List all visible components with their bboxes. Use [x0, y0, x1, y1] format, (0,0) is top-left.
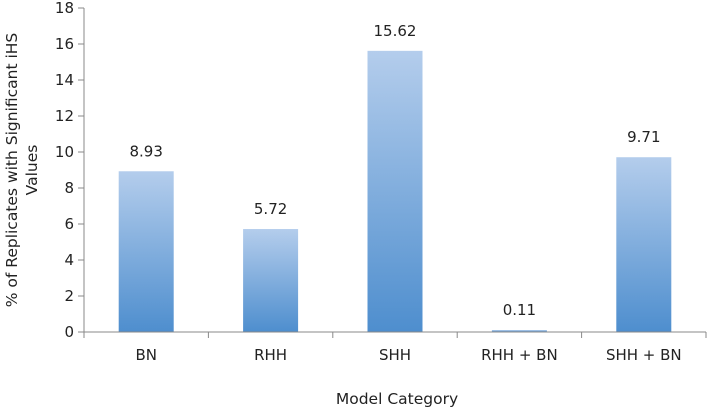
bar-rhh-bn: [491, 330, 547, 332]
y-tick-label: 0: [64, 323, 74, 341]
x-tick-label: SHH: [379, 346, 411, 364]
y-axis-title-line: Values: [23, 145, 41, 196]
x-tick-label: SHH + BN: [606, 346, 682, 364]
axes: [83, 8, 706, 333]
bar-bn: [118, 171, 174, 332]
data-label: 9.71: [627, 128, 660, 146]
y-tick-label: 14: [55, 71, 74, 89]
bars: 8.93 5.72 15.62 0.11 9.71: [118, 22, 672, 333]
y-axis-ticks: 0 2 4 6 8 10 12 14 16 18: [55, 0, 84, 341]
x-tick-label: RHH + BN: [481, 346, 558, 364]
bar-rhh: [243, 229, 299, 332]
x-tick-label: BN: [135, 346, 157, 364]
bar-shh-bn: [616, 157, 672, 332]
bar-shh: [367, 50, 423, 333]
data-label: 5.72: [254, 200, 287, 218]
data-label: 15.62: [374, 22, 417, 40]
y-tick-label: 6: [64, 215, 74, 233]
data-label: 0.11: [503, 301, 536, 319]
y-tick-label: 8: [64, 179, 74, 197]
y-axis-title: % of Replicates with Significant iHS Valu…: [3, 33, 41, 308]
y-tick-label: 16: [55, 35, 74, 53]
x-axis-ticks: BN RHH SHH RHH + BN SHH + BN: [83, 332, 707, 364]
y-tick-label: 10: [55, 143, 74, 161]
y-tick-label: 4: [64, 251, 74, 269]
y-axis-title-line: % of Replicates with Significant iHS: [3, 33, 21, 308]
y-tick-label: 12: [55, 107, 74, 125]
x-axis-title: Model Category: [336, 390, 458, 408]
y-tick-label: 18: [55, 0, 74, 17]
data-label: 8.93: [129, 142, 162, 160]
x-tick-label: RHH: [254, 346, 287, 364]
y-tick-label: 2: [64, 287, 74, 305]
